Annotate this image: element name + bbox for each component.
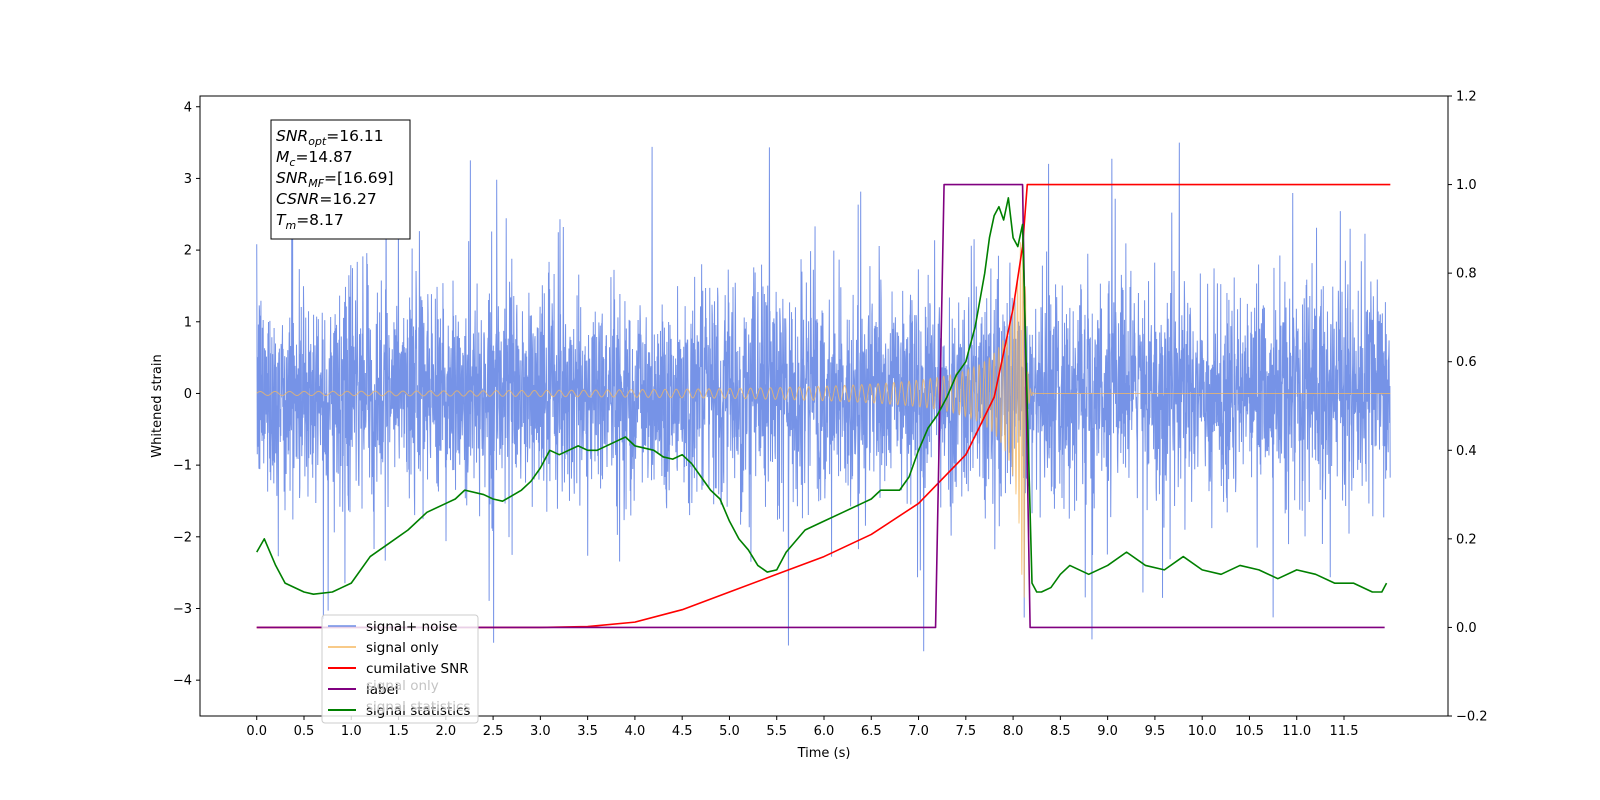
series-label: [256, 183, 1385, 629]
y2-tick-label: 1.2: [1456, 90, 1477, 105]
x-tick-label: 1.5: [388, 724, 409, 739]
x-tick-label: 4.0: [625, 724, 646, 739]
legend-item-signal-noise: signal+ noise: [328, 619, 457, 635]
x-tick-label: 2.0: [435, 724, 456, 739]
y2-tick-label: 0.0: [1456, 621, 1477, 636]
x-tick-label: 8.5: [1050, 724, 1071, 739]
x-tick-label: 7.0: [908, 724, 929, 739]
x-tick-label: 11.5: [1330, 724, 1359, 739]
y2-tick-label: 0.2: [1456, 532, 1477, 547]
y-tick-label: −4: [173, 674, 192, 689]
legend-label: signal only: [366, 640, 439, 656]
y2-tick-label: −0.2: [1456, 710, 1488, 725]
y-tick-label: −1: [173, 459, 192, 474]
series-signal-only: [256, 185, 1391, 598]
y-axis-label: Whitened strain: [150, 354, 165, 457]
x-tick-label: 0.5: [294, 724, 315, 739]
annotation-line: SNRopt=16.11: [276, 127, 384, 148]
legend-item-cumulative-snr: cumilative SNR: [328, 661, 469, 677]
x-tick-label: 7.5: [955, 724, 976, 739]
annotation-line: Mc=14.87: [276, 148, 353, 169]
y2-tick-label: 0.4: [1456, 444, 1477, 459]
x-tick-label: 11.0: [1282, 724, 1311, 739]
annotation-line: SNRMF=[16.69]: [276, 169, 394, 190]
y-tick-label: −3: [173, 602, 192, 617]
x-tick-label: 0.0: [246, 724, 267, 739]
series-cumulative-snr: [256, 183, 1391, 629]
x-tick-label: 5.0: [719, 724, 740, 739]
x-tick-label: 3.5: [577, 724, 598, 739]
x-tick-label: 6.5: [861, 724, 882, 739]
y-tick-label: 2: [184, 244, 192, 259]
y-tick-label: −2: [173, 530, 192, 545]
y2-tick-label: 0.6: [1456, 355, 1477, 370]
x-tick-label: 10.0: [1188, 724, 1217, 739]
legend-label: signal+ noise: [366, 619, 457, 635]
y-tick-label: 4: [184, 100, 192, 115]
x-tick-label: 9.5: [1145, 724, 1166, 739]
series-signal-noise: [256, 142, 1391, 652]
annotation-line: Tm=8.17: [276, 211, 344, 232]
legend-ghost-label: signal statistics: [366, 699, 470, 715]
legend-ghost-label: signal only: [366, 678, 439, 694]
annotation-box-frame: [270, 119, 411, 240]
legend-item-signal-statistics: signal statistics: [328, 703, 470, 719]
x-tick-label: 6.0: [814, 724, 835, 739]
annotation-line: CSNR=16.27: [276, 190, 377, 208]
x-tick-label: 5.5: [766, 724, 787, 739]
y2-tick-label: 1.0: [1456, 178, 1477, 193]
x-axis-label: Time (s): [797, 746, 851, 761]
plot-area: [256, 142, 1391, 652]
x-tick-label: 9.0: [1097, 724, 1118, 739]
x-tick-label: 4.5: [672, 724, 693, 739]
legend-label: label: [366, 682, 399, 698]
legend-item-label: label: [328, 682, 399, 698]
annotation-box: SNRopt=16.11Mc=14.87SNRMF=[16.69]CSNR=16…: [270, 119, 411, 240]
y-tick-label: 1: [184, 315, 192, 330]
x-tick-label: 8.0: [1003, 724, 1024, 739]
x-tick-label: 10.5: [1235, 724, 1264, 739]
x-tick-label: 1.0: [341, 724, 362, 739]
x-tick-label: 3.0: [530, 724, 551, 739]
legend-item-signal-only: signal only: [328, 640, 439, 656]
y2-tick-label: 0.8: [1456, 267, 1477, 282]
series-signal-statistics: [256, 197, 1388, 596]
legend-label: signal statistics: [366, 703, 470, 719]
y-tick-label: 3: [184, 172, 192, 187]
legend-frame: [321, 614, 479, 724]
legend-label: cumilative SNR: [366, 661, 469, 677]
y-tick-label: 0: [184, 387, 192, 402]
axis-ticks: 0.0 0.5 1.0 1.5 2.0 2.5 3.0 3.5 4.0 4.5 5.0 5.5 6.0 6…: [173, 90, 1488, 740]
x-tick-label: 2.5: [483, 724, 504, 739]
